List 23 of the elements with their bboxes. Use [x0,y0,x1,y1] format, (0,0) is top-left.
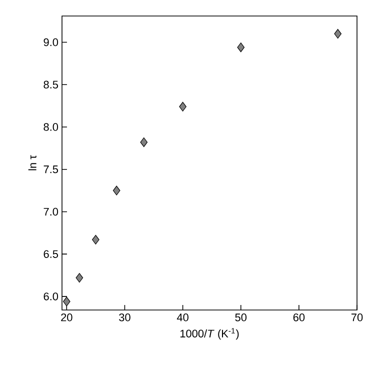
y-tick-label: 9.0 [44,38,58,46]
y-tick-label: 8.0 [44,123,58,131]
x-tick-label: 50 [235,314,247,322]
point [179,102,186,112]
y-tick-label: 8.5 [44,80,58,89]
x-tick-label: 70 [351,314,363,322]
point [76,273,84,283]
y-tick-label: 7.5 [44,166,58,174]
x-tick-label: 60 [293,314,305,322]
y-axis-title: ln τ [28,155,36,170]
point [112,186,120,196]
y-tick-label: 6.5 [44,250,58,258]
x-tick-label: 30 [119,314,130,322]
y-tick-label: 7.0 [44,208,58,216]
point [62,296,70,306]
x-tick-label: 20 [61,314,72,322]
point [140,137,148,148]
point [92,234,100,244]
x-axis-title: 1000/T (K$^{-1}$) [180,328,239,340]
point [237,42,245,52]
x-tick-label: 40 [176,314,188,322]
point [334,29,342,39]
y-tick-label: 6.0 [44,292,58,300]
